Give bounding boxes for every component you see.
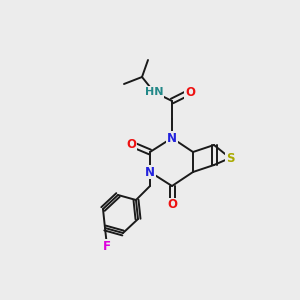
Text: O: O xyxy=(167,199,177,212)
Text: HN: HN xyxy=(145,87,163,97)
Text: O: O xyxy=(185,85,195,98)
Text: N: N xyxy=(167,131,177,145)
Text: F: F xyxy=(103,239,111,253)
Text: O: O xyxy=(126,137,136,151)
Text: S: S xyxy=(226,152,234,164)
Text: N: N xyxy=(145,166,155,178)
